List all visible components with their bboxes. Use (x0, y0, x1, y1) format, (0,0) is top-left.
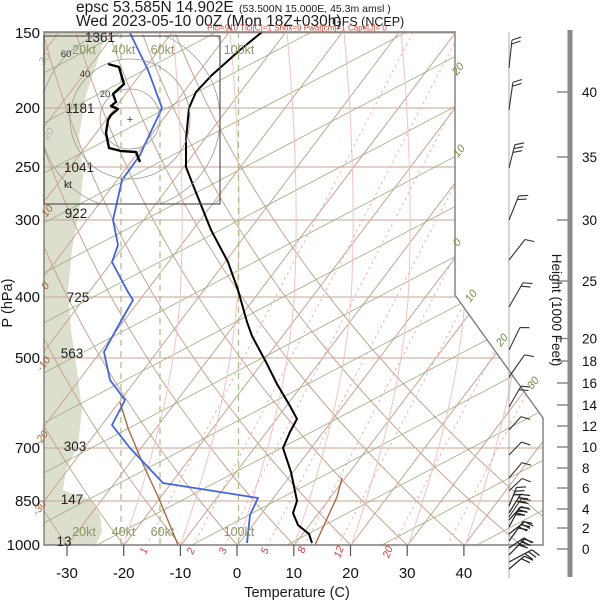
temperature-axis-label: Temperature (C) (244, 585, 350, 600)
svg-text:-20: -20 (113, 565, 135, 582)
svg-text:563: 563 (61, 346, 84, 361)
svg-text:725: 725 (67, 290, 90, 305)
svg-text:60kt: 60kt (151, 43, 175, 57)
svg-text:250: 250 (15, 159, 40, 176)
svg-text:20kt: 20kt (72, 525, 96, 539)
svg-text:30: 30 (525, 374, 543, 392)
svg-text:10: 10 (463, 287, 481, 305)
svg-text:303: 303 (64, 439, 87, 454)
svg-text:60kt: 60kt (151, 525, 175, 539)
svg-text:30: 30 (399, 565, 416, 582)
svg-text:20: 20 (582, 332, 597, 347)
svg-text:13: 13 (56, 534, 71, 549)
svg-text:12: 12 (582, 419, 597, 434)
svg-text:14: 14 (582, 398, 598, 413)
svg-text:0: 0 (582, 542, 590, 557)
svg-text:147: 147 (61, 492, 84, 507)
svg-text:2: 2 (184, 546, 198, 557)
svg-text:20: 20 (342, 565, 359, 582)
svg-text:3: 3 (217, 546, 230, 556)
svg-text:40kt: 40kt (112, 525, 136, 539)
svg-text:10: 10 (582, 440, 597, 455)
svg-text:2: 2 (582, 521, 590, 536)
svg-text:150: 150 (15, 25, 40, 42)
hodograph-unit-label: kt (64, 180, 72, 191)
height-axis-label: Height (1000 Feet) (549, 254, 564, 367)
svg-text:0: 0 (451, 236, 465, 249)
svg-text:20kt: 20kt (72, 43, 96, 57)
svg-text:300: 300 (15, 212, 40, 229)
line-and-axis-labels: 1502002503004005007008501000136111811041… (7, 25, 543, 582)
svg-text:40: 40 (80, 69, 91, 80)
svg-text:20: 20 (449, 60, 467, 79)
svg-text:6: 6 (582, 481, 590, 496)
svg-text:-10: -10 (170, 565, 192, 582)
stability-indices: Plcl=910 Tlcl[C]=1 Shox=9 Pwat[cm]=1 Cap… (207, 24, 387, 33)
svg-text:60: 60 (61, 49, 72, 60)
svg-text:1041: 1041 (64, 160, 94, 175)
svg-text:35: 35 (582, 150, 597, 165)
svg-text:100kt: 100kt (224, 43, 255, 57)
svg-text:25: 25 (582, 274, 597, 289)
svg-text:20: 20 (100, 89, 111, 100)
svg-text:40: 40 (456, 565, 473, 582)
svg-text:922: 922 (65, 206, 88, 221)
sounding-traces (104, 32, 312, 543)
svg-text:40: 40 (582, 85, 597, 100)
svg-text:4: 4 (582, 502, 590, 517)
svg-text:30: 30 (582, 213, 597, 228)
svg-text:40kt: 40kt (112, 43, 136, 57)
svg-text:18: 18 (582, 354, 597, 369)
wind-barb-column (509, 37, 540, 569)
svg-text:100kt: 100kt (224, 525, 255, 539)
svg-text:400: 400 (15, 289, 40, 306)
svg-text:20: 20 (380, 544, 396, 560)
svg-text:12: 12 (332, 544, 347, 559)
svg-text:1: 1 (138, 546, 151, 556)
pressure-axis-label: P (hPa) (0, 279, 16, 328)
svg-text:200: 200 (15, 100, 40, 117)
svg-text:-30: -30 (56, 565, 78, 582)
svg-text:16: 16 (582, 376, 597, 391)
svg-text:8: 8 (296, 545, 309, 555)
svg-text:0: 0 (233, 565, 241, 582)
svg-text:5: 5 (259, 546, 272, 556)
svg-text:8: 8 (582, 461, 590, 476)
svg-text:+: + (127, 114, 133, 126)
svg-text:1000: 1000 (7, 537, 40, 554)
svg-text:10: 10 (285, 565, 302, 582)
